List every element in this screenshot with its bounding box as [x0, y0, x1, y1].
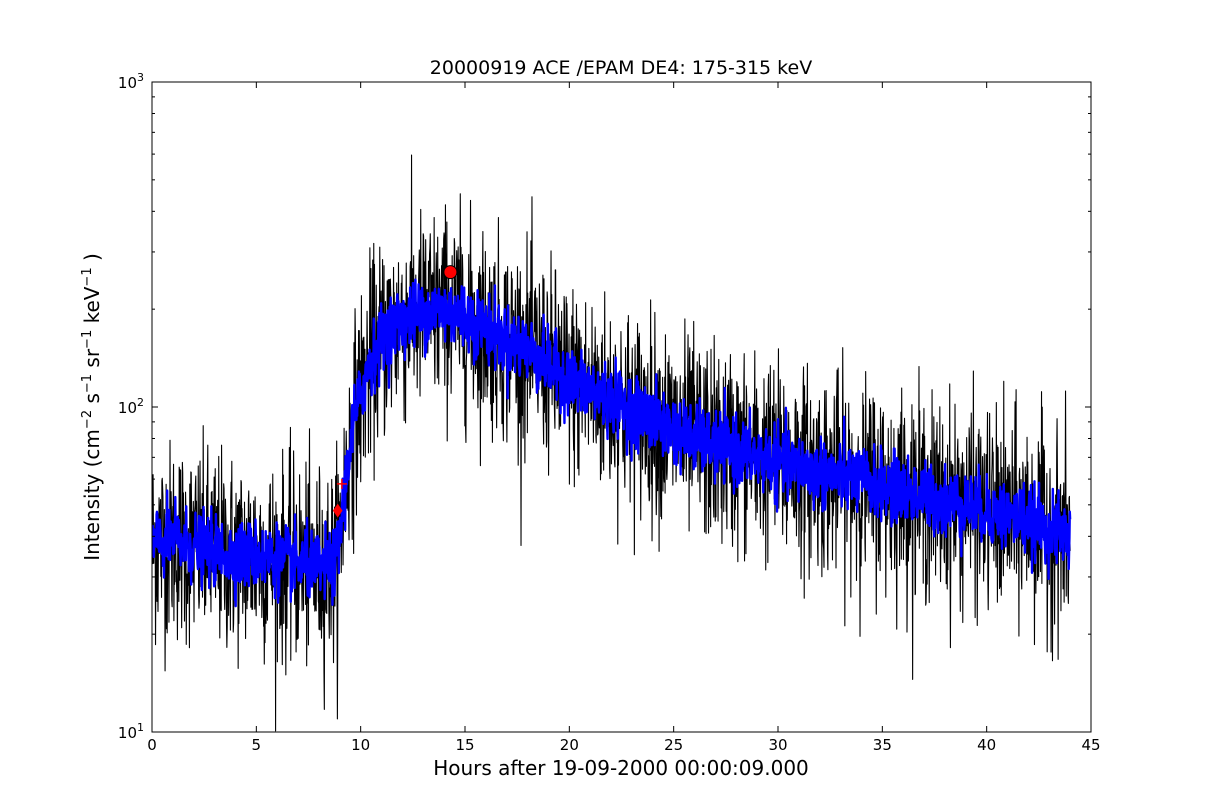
x-tick-label: 35 — [873, 736, 892, 754]
x-tick-label: 10 — [351, 736, 370, 754]
x-tick-label: 20 — [560, 736, 579, 754]
series-line-raw-noisy — [152, 154, 1071, 732]
y-tick-label: 101 — [118, 721, 144, 742]
x-axis-label: Hours after 19-09-2000 00:00:09.000 — [433, 756, 809, 780]
marker-circle — [443, 265, 458, 280]
marker-diamond — [332, 503, 343, 518]
x-tick-label: 40 — [977, 736, 996, 754]
y-axis-label: Intensity (cm−2 s−1 sr−1 keV−1 ) — [80, 253, 104, 561]
y-tick-label: 103 — [118, 71, 144, 92]
x-tick-label: 30 — [768, 736, 787, 754]
x-tick-label: 45 — [1081, 736, 1100, 754]
x-tick-label: 5 — [252, 736, 262, 754]
x-tick-label: 0 — [147, 736, 157, 754]
series-line-smoothed — [152, 278, 1072, 608]
y-tick-label: 102 — [118, 396, 144, 417]
x-tick-label: 15 — [455, 736, 474, 754]
chart-title: 20000919 ACE /EPAM DE4: 175-315 keV — [430, 57, 812, 79]
x-tick-label: 25 — [664, 736, 683, 754]
marker-plus — [336, 478, 347, 489]
